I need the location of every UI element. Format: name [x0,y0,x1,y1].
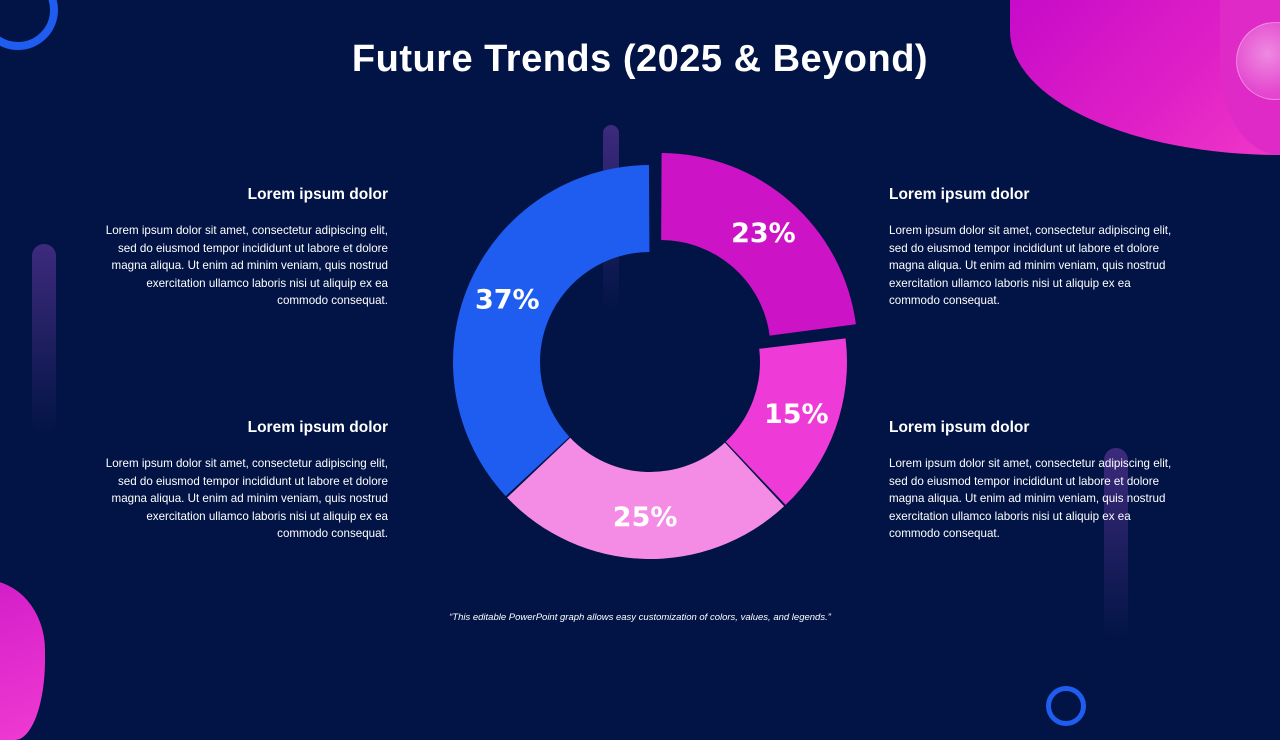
footnote: “This editable PowerPoint graph allows e… [449,612,831,623]
slice-label: 23% [731,218,796,249]
block-heading: Lorem ipsum dolor [247,419,388,436]
slide-title: Future Trends (2025 & Beyond) [351,38,929,80]
slice-label: 37% [475,285,540,316]
block-body: Lorem ipsum dolor sit amet, consectetur … [105,224,388,308]
slice-label: 25% [613,502,678,533]
decorative-pill [32,244,56,434]
decorative-pill [1104,448,1128,638]
donut-slice-25 [507,437,785,559]
slice-label: 15% [764,399,829,430]
decorative-ring-icon [0,0,58,50]
block-body: Lorem ipsum dolor sit amet, consectetur … [889,457,1172,541]
donut-chart: 23% 15% 25% 37% [453,153,856,559]
text-block-top-right: Lorem ipsum dolor Lorem ipsum dolor sit … [889,186,1179,310]
text-block-top-left: Lorem ipsum dolor Lorem ipsum dolor sit … [98,186,388,310]
decorative-ring-icon [1046,686,1086,726]
donut-slice-15 [725,338,847,505]
text-block-bottom-right: Lorem ipsum dolor Lorem ipsum dolor sit … [889,419,1179,543]
decorative-blob [0,580,45,740]
text-block-bottom-left: Lorem ipsum dolor Lorem ipsum dolor sit … [98,419,388,543]
block-heading: Lorem ipsum dolor [889,419,1030,436]
donut-slice-37 [453,165,650,497]
block-body: Lorem ipsum dolor sit amet, consectetur … [889,224,1172,308]
block-body: Lorem ipsum dolor sit amet, consectetur … [105,457,388,541]
donut-slice-23 [661,153,856,336]
block-heading: Lorem ipsum dolor [889,186,1030,203]
block-heading: Lorem ipsum dolor [247,186,388,203]
